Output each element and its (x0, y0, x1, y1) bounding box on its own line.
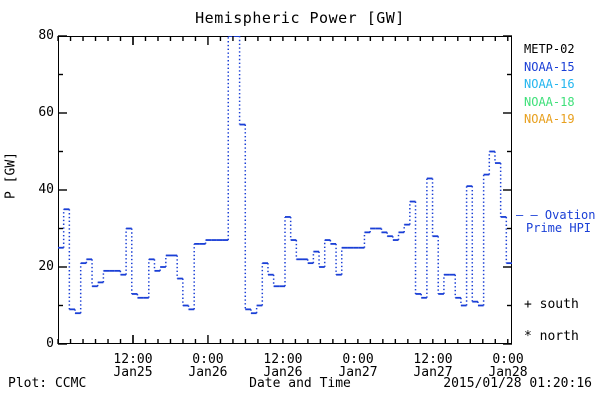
satellite-legend: METP-02 NOAA-15 NOAA-16 NOAA-18 NOAA-19 (524, 41, 600, 129)
data-canvas (58, 36, 512, 315)
ovation-legend-line2: Prime HPI (526, 221, 592, 235)
plot-credit: Plot: CCMC (8, 376, 87, 391)
legend-item-metp-02: METP-02 (524, 42, 575, 56)
legend-item-noaa-15: NOAA-15 (524, 59, 575, 74)
x-axis-title: Date and Time (249, 376, 351, 391)
data-series-ovation-hpi (58, 36, 512, 315)
ovation-legend-line1: – – Ovation (516, 208, 596, 222)
y-tick-label: 60 (38, 105, 54, 120)
north-hemisphere-key: * north (524, 329, 579, 344)
x-tick-label: 12:00 Jan25 (113, 352, 153, 380)
legend-item-noaa-19: NOAA-19 (524, 112, 575, 126)
legend-item-noaa-16: NOAA-16 (524, 77, 575, 91)
x-tick-label: 0:00 Jan26 (188, 352, 228, 380)
y-tick-label: 40 (38, 182, 54, 197)
page-title: Hemispheric Power [GW] (195, 9, 405, 27)
plot-timestamp: 2015/01/28 01:20:16 (443, 376, 592, 391)
y-tick-label: 80 (38, 28, 54, 43)
x-tick-label: 12:00 Jan27 (413, 352, 453, 380)
south-hemisphere-key: + south (524, 297, 579, 312)
x-tick-label: 0:00 Jan28 (488, 352, 528, 380)
y-tick-label: 0 (46, 336, 54, 351)
y-axis-tick-labels: 0 20 40 60 80 (14, 0, 54, 400)
ovation-prime-legend: – – Ovation Prime HPI (516, 209, 600, 235)
x-tick-label: 0:00 Jan27 (338, 352, 378, 380)
x-tick-label: 12:00 Jan26 (263, 352, 303, 380)
y-tick-label: 20 (38, 259, 54, 274)
legend-item-noaa-18: NOAA-18 (524, 94, 575, 109)
